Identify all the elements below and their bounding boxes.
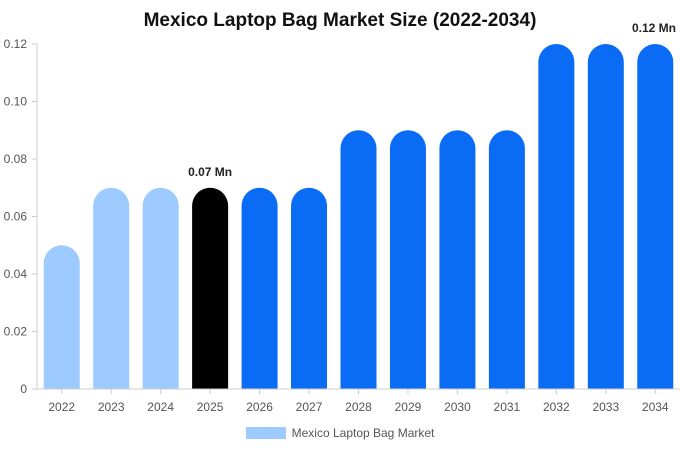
bar-2024[interactable] bbox=[142, 187, 179, 389]
bars bbox=[43, 44, 674, 390]
bar-2023[interactable] bbox=[93, 187, 130, 389]
data-label-2025: 0.07 Mn bbox=[188, 165, 232, 179]
x-tick-label: 2023 bbox=[98, 400, 125, 414]
bar-2029[interactable] bbox=[389, 130, 426, 390]
bar-2026[interactable] bbox=[241, 187, 278, 389]
x-tick-label: 2033 bbox=[592, 400, 619, 414]
y-tick-label: 0.06 bbox=[4, 210, 28, 224]
x-axis: 2022 2023 2024 2025 2026 2027 2028 2029 2030 2031… bbox=[37, 388, 680, 414]
x-tick-label: 2030 bbox=[444, 400, 471, 414]
x-tick-label: 2026 bbox=[246, 400, 273, 414]
y-tick-label: 0.08 bbox=[4, 152, 28, 166]
bar-2034[interactable] bbox=[637, 44, 674, 389]
x-tick-label: 2024 bbox=[147, 400, 174, 414]
data-label-2034: 0.12 Mn bbox=[632, 21, 676, 35]
x-tick-label: 2028 bbox=[345, 400, 372, 414]
x-tick-label: 2031 bbox=[494, 400, 521, 414]
x-tick-label: 2032 bbox=[543, 400, 570, 414]
bar-2033[interactable] bbox=[587, 44, 624, 389]
y-tick-label: 0.04 bbox=[4, 267, 28, 281]
bar-2030[interactable] bbox=[439, 130, 476, 390]
x-tick-label: 2025 bbox=[197, 400, 224, 414]
y-tick-label: 0.02 bbox=[4, 325, 28, 339]
bar-2027[interactable] bbox=[291, 187, 328, 389]
y-tick-label: 0.10 bbox=[4, 95, 28, 109]
y-axis: 0 0.02 0.04 0.06 0.08 0.10 0.12 bbox=[4, 37, 38, 396]
legend-label: Mexico Laptop Bag Market bbox=[291, 426, 435, 440]
chart-title: Mexico Laptop Bag Market Size (2022-2034… bbox=[143, 10, 537, 31]
bar-2032[interactable] bbox=[538, 44, 575, 389]
y-tick-label: 0.12 bbox=[4, 37, 28, 51]
legend-swatch bbox=[245, 427, 286, 439]
bar-2031[interactable] bbox=[488, 130, 525, 389]
data-labels: 0.07 Mn 0.12 Mn bbox=[188, 21, 676, 179]
y-tick-label: 0 bbox=[20, 382, 27, 396]
x-tick-label: 2022 bbox=[48, 400, 75, 414]
x-tick-label: 2029 bbox=[395, 400, 422, 414]
x-tick-label: 2034 bbox=[642, 400, 669, 414]
bar-2025[interactable] bbox=[192, 187, 229, 389]
bar-2022[interactable] bbox=[43, 245, 80, 389]
x-tick-label: 2027 bbox=[296, 400, 323, 414]
bar-2028[interactable] bbox=[340, 130, 377, 390]
legend[interactable]: Mexico Laptop Bag Market bbox=[0, 426, 680, 440]
